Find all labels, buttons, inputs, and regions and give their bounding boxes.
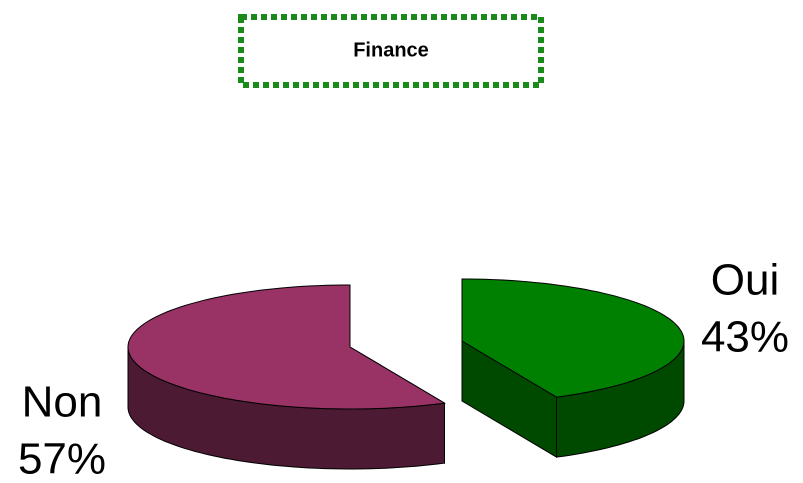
slice-value-label: 57% — [18, 435, 106, 483]
chart-title: Finance — [353, 39, 429, 61]
slice-label: Non — [22, 378, 103, 427]
slice-value-label: 43% — [701, 313, 789, 362]
pie-slice — [127, 284, 447, 410]
pie-slice — [461, 278, 685, 398]
title-box — [238, 14, 544, 88]
slice-label: Oui — [711, 256, 779, 305]
